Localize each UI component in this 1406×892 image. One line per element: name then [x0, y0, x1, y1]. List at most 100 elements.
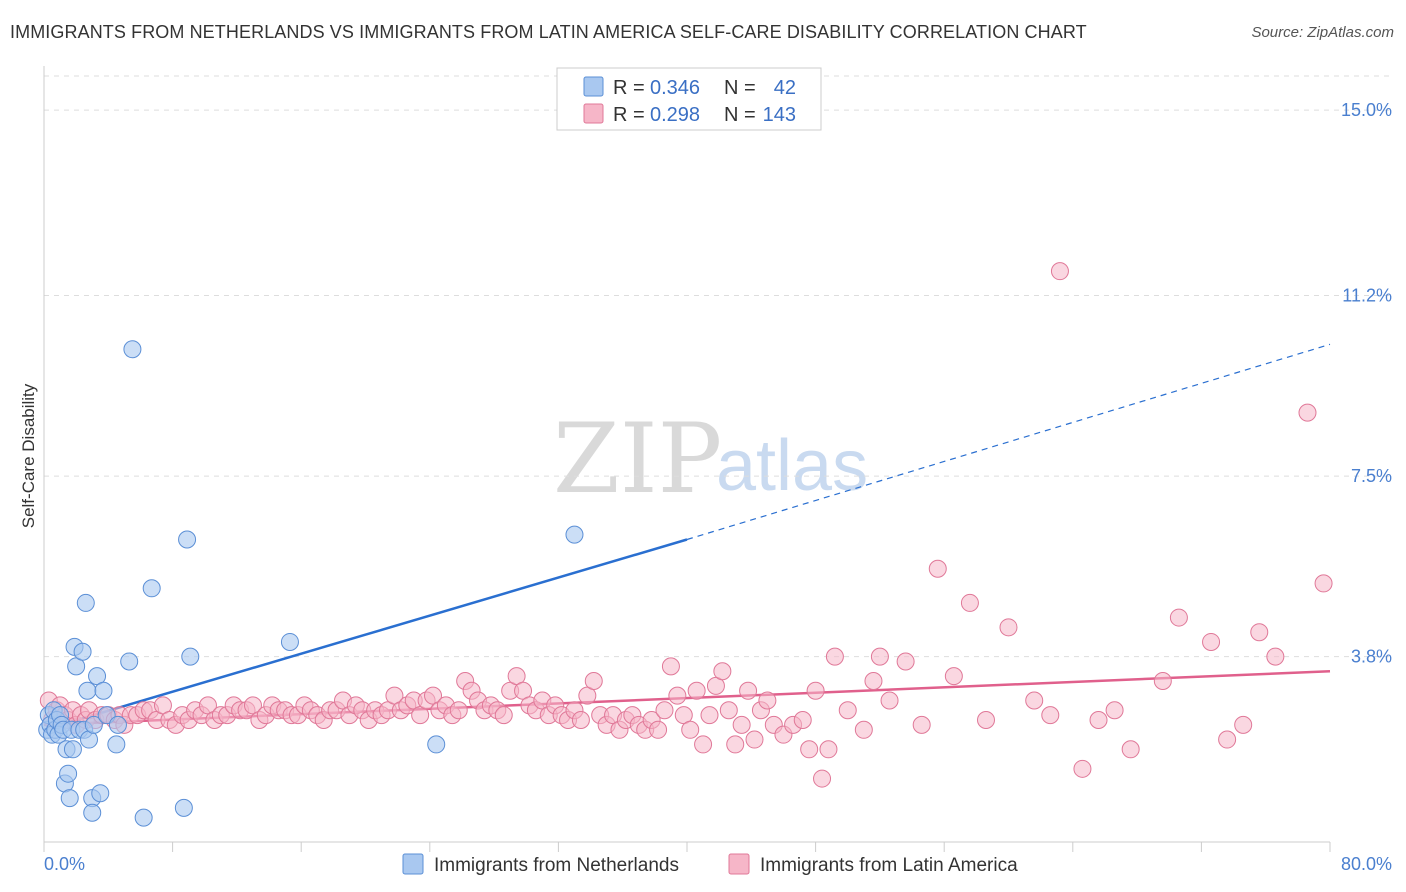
netherlands-point: [73, 642, 92, 661]
y-tick-label: 7.5%: [1351, 466, 1392, 486]
gridlines: [44, 75, 1392, 658]
latin-america-point: [806, 681, 825, 700]
latin-america-point: [732, 715, 751, 734]
latin-america-point: [880, 691, 899, 710]
latin-america-point: [1266, 647, 1285, 666]
legend-r-value-2: 0.298: [650, 104, 700, 126]
latin-america-point: [719, 701, 738, 720]
netherlands-point: [123, 340, 142, 359]
latin-america-point: [661, 657, 680, 676]
latin-america-point: [694, 735, 713, 754]
latin-america-point: [1169, 608, 1188, 627]
latin-america-point: [896, 652, 915, 671]
latin-america-point: [1218, 730, 1237, 749]
netherlands-point: [78, 681, 97, 700]
latin-america-point: [1041, 706, 1060, 725]
netherlands-point: [120, 652, 139, 671]
latin-america-point: [713, 662, 732, 681]
latin-america-point: [668, 686, 687, 705]
netherlands-point: [63, 740, 82, 759]
netherlands-trend-line: [43, 538, 688, 731]
latin-america-point: [494, 706, 513, 725]
legend-swatch-netherlands: [583, 76, 604, 97]
y-tick-label: 15.0%: [1341, 100, 1392, 120]
netherlands-point: [59, 764, 78, 783]
netherlands-point: [178, 530, 197, 549]
latin-america-point: [655, 701, 674, 720]
latin-america-point: [1234, 715, 1253, 734]
netherlands-point: [565, 525, 584, 544]
latin-america-point: [649, 720, 668, 739]
latin-america-point: [1250, 623, 1269, 642]
latin-america-point: [1089, 711, 1108, 730]
legend-n-value-1: 42: [774, 77, 796, 99]
x-tick-label-end: 80.0%: [1341, 854, 1392, 874]
latin-america-point: [700, 706, 719, 725]
legend-n-label-1: N =: [724, 77, 756, 99]
netherlands-point: [142, 579, 161, 598]
legend-n-label-2: N =: [724, 104, 756, 126]
latin-america-point: [870, 647, 889, 666]
latin-america-point: [1314, 574, 1333, 593]
latin-america-point: [928, 559, 947, 578]
latin-america-point: [687, 681, 706, 700]
legend-r-label-1: R =: [613, 77, 645, 99]
netherlands-points: [38, 340, 584, 827]
y-axis-title: Self-Care Disability: [19, 383, 38, 528]
latin-america-point: [571, 711, 590, 730]
y-tick-label: 3.8%: [1351, 647, 1392, 667]
netherlands-point: [427, 735, 446, 754]
series-legend: Immigrants from Netherlands Immigrants f…: [402, 853, 1018, 876]
bottom-legend-swatch-netherlands: [402, 853, 424, 875]
latin-america-point: [813, 769, 832, 788]
latin-america-point: [726, 735, 745, 754]
latin-america-point: [1050, 262, 1069, 281]
latin-america-point: [800, 740, 819, 759]
legend-n-value-2: 143: [763, 104, 796, 126]
netherlands-point: [94, 681, 113, 700]
latin-america-point: [960, 593, 979, 612]
latin-america-point: [1153, 671, 1172, 690]
bottom-legend-swatch-latin-america: [728, 853, 750, 875]
source-credit: Source: ZipAtlas.com: [1251, 24, 1394, 41]
netherlands-point: [181, 647, 200, 666]
latin-america-point: [999, 618, 1018, 637]
netherlands-point: [91, 784, 110, 803]
netherlands-point: [83, 803, 102, 822]
netherlands-point: [60, 789, 79, 808]
latin-america-point: [838, 701, 857, 720]
watermark-atlas: atlas: [716, 426, 868, 506]
netherlands-point: [174, 798, 193, 817]
latin-america-point: [1105, 701, 1124, 720]
latin-america-point: [1298, 403, 1317, 422]
latin-america-point: [825, 647, 844, 666]
latin-america-point: [793, 711, 812, 730]
y-tick-label: 11.2%: [1342, 286, 1392, 306]
latin-america-points: [39, 262, 1333, 788]
latin-america-point: [1025, 691, 1044, 710]
latin-america-point: [976, 711, 995, 730]
legend-swatch-latin-america: [583, 103, 604, 124]
bottom-legend-label-netherlands: Immigrants from Netherlands: [434, 855, 679, 876]
chart-title: IMMIGRANTS FROM NETHERLANDS VS IMMIGRANT…: [10, 22, 1087, 42]
latin-america-point: [758, 691, 777, 710]
latin-america-point: [745, 730, 764, 749]
latin-america-point: [1202, 632, 1221, 651]
netherlands-point: [84, 715, 103, 734]
watermark-zip: ZIP: [553, 403, 722, 515]
correlation-legend: R = 0.346 N = 42 R = 0.298 N = 143: [556, 67, 822, 131]
netherlands-point: [108, 715, 127, 734]
latin-america-point: [854, 720, 873, 739]
netherlands-trend-extension: [686, 343, 1331, 541]
latin-america-point: [681, 720, 700, 739]
netherlands-point: [76, 593, 95, 612]
latin-america-point: [449, 701, 468, 720]
latin-america-point: [584, 671, 603, 690]
netherlands-point: [280, 632, 299, 651]
latin-america-point: [739, 681, 758, 700]
netherlands-point: [134, 808, 153, 827]
latin-america-point: [1073, 759, 1092, 778]
legend-r-label-2: R =: [613, 104, 645, 126]
legend-r-value-1: 0.346: [650, 77, 700, 99]
